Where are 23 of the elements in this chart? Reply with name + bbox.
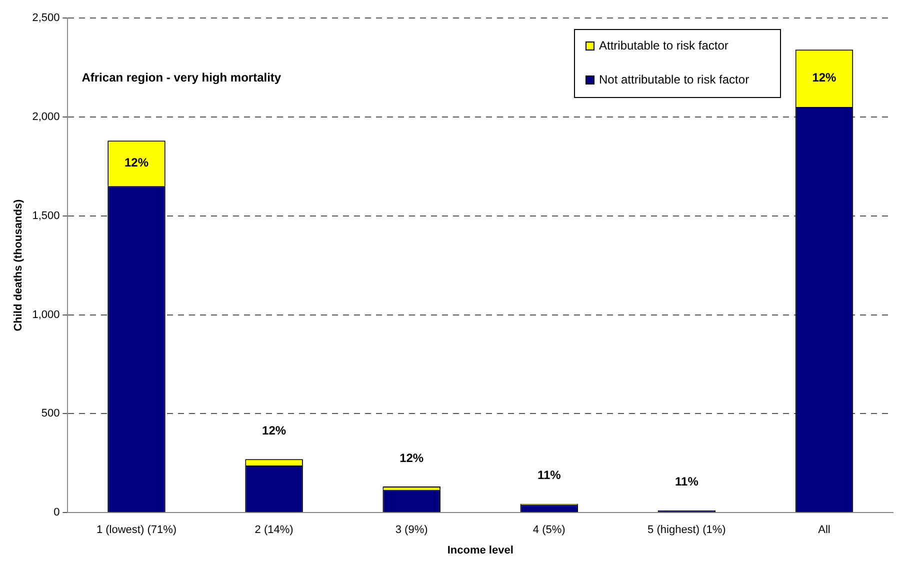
annotation: 12% bbox=[812, 70, 837, 85]
y-axis-title: Child deaths (thousands) bbox=[12, 198, 25, 332]
x-tick-label: 3 (9%) bbox=[395, 524, 428, 536]
x-axis-title: Income level bbox=[447, 544, 514, 556]
legend-label: Attributable to risk factor bbox=[599, 38, 728, 52]
y-tick-label: 1,500 bbox=[32, 210, 60, 222]
annotation: 12% bbox=[262, 423, 286, 438]
y-tick-label: 2,000 bbox=[32, 110, 60, 123]
y-tick-label: 1,000 bbox=[32, 308, 60, 321]
annotation: 11% bbox=[675, 474, 699, 489]
legend-label: Not attributable to risk factor bbox=[599, 72, 750, 86]
y-tick-label: 2,500 bbox=[32, 12, 60, 24]
annotation: 12% bbox=[400, 450, 424, 465]
annotation: 12% bbox=[124, 156, 149, 170]
x-tick-label: 1 (lowest) (71%) bbox=[96, 524, 177, 536]
x-tick-label: 5 (highest) (1%) bbox=[648, 524, 726, 536]
y-tick-label: 0 bbox=[54, 506, 60, 519]
x-tick-label: 4 (5%) bbox=[532, 524, 566, 536]
text: African region - very high mortality bbox=[82, 70, 282, 84]
x-tick-label: 2 (14%) bbox=[254, 524, 294, 536]
annotation: 11% bbox=[537, 468, 562, 482]
x-tick-label: All bbox=[818, 524, 830, 536]
y-tick-label: 500 bbox=[41, 408, 60, 420]
